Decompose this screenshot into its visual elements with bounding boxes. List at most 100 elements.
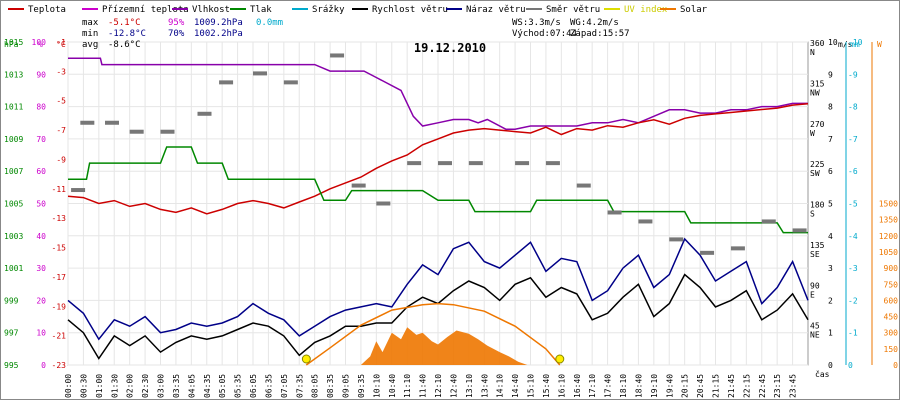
pct-tick-label: 80: [36, 103, 46, 112]
x-tick-label: 06:35: [264, 374, 273, 398]
wind-direction-mark: [253, 71, 267, 76]
x-tick-label: 15:40: [542, 374, 551, 398]
series-solar-measured: [360, 327, 528, 365]
temp-tick-label: -21: [52, 332, 67, 341]
wind-direction-mark: [71, 188, 86, 193]
wind-direction-mark: [160, 129, 175, 134]
x-tick-label: 20:15: [681, 374, 690, 398]
x-tick-label: 22:45: [758, 374, 767, 398]
w-tick-label: 450: [884, 313, 899, 322]
dir-name-tick-label: E: [810, 290, 815, 299]
wind-direction-mark: [80, 120, 95, 125]
x-tick-label: 14:40: [511, 374, 520, 398]
legend-label: Tlak: [250, 5, 272, 15]
axis-unit-pct: %: [38, 40, 43, 49]
pct-tick-label: 40: [36, 232, 46, 241]
temp-tick-label: -23: [52, 361, 67, 370]
pct-tick-label: 10: [36, 329, 46, 338]
hpa-tick-label: 1003: [4, 232, 23, 241]
series-solar-theoretical: [305, 302, 561, 366]
x-tick-label: 04:05: [187, 374, 196, 398]
mm-tick-label: -7: [848, 135, 858, 144]
sunset-marker: [555, 354, 565, 364]
wind-direction-mark: [669, 237, 684, 242]
w-tick-label: 1050: [879, 248, 898, 257]
hpa-tick-label: 1005: [4, 200, 23, 209]
mm-tick-label: -2: [848, 296, 858, 305]
wind-direction-mark: [376, 201, 391, 206]
temp-tick-label: -17: [52, 273, 67, 282]
x-tick-label: 22:15: [742, 374, 751, 398]
stat-max-press: 1009.2hPa: [194, 18, 243, 28]
legend-label: Přízemní teplota: [102, 5, 189, 15]
pct-tick-label: 50: [36, 200, 46, 209]
series-n-raz-v-tru: [67, 237, 809, 341]
wind-direction-mark: [197, 111, 212, 116]
mm-tick-label: -3: [848, 264, 858, 273]
wind-direction-mark: [105, 120, 119, 125]
mm-tick-label: -9: [848, 70, 858, 79]
x-tick-label: 11:40: [419, 374, 428, 398]
temp-tick-label: -5: [56, 97, 66, 106]
x-tick-label: 03:35: [172, 374, 181, 398]
ms-tick-label: 10: [828, 38, 838, 47]
temp-tick-label: -15: [52, 244, 67, 253]
axis-unit-time: čas: [815, 369, 830, 379]
ms-tick-label: 6: [828, 167, 833, 176]
x-tick-label: 08:05: [311, 374, 320, 398]
x-tick-label: 21:15: [712, 374, 721, 398]
wind-direction-mark: [438, 161, 452, 166]
w-tick-label: 150: [884, 345, 899, 354]
dir-name-tick-label: N: [810, 48, 815, 57]
legend-label: Náraz větru: [466, 5, 526, 15]
ms-tick-label: 4: [828, 232, 833, 241]
x-tick-label: 07:05: [280, 374, 289, 398]
dir-deg-tick-label: 180: [810, 201, 825, 210]
wind-direction-mark: [407, 161, 422, 166]
wind-direction-mark: [468, 161, 483, 166]
stat-max-hum: 95%: [168, 18, 185, 28]
x-tick-label: 05:35: [234, 374, 243, 398]
hpa-tick-label: 1009: [4, 135, 23, 144]
stat-max-label: max: [82, 18, 99, 28]
x-tick-label: 20:45: [696, 374, 705, 398]
wind-direction-mark: [792, 228, 807, 233]
series-vlhkost: [68, 57, 808, 130]
ms-tick-label: 7: [828, 135, 833, 144]
x-tick-label: 03:00: [157, 374, 166, 398]
stat-avg-temp: -8.6°C: [108, 40, 141, 50]
hpa-tick-label: 1001: [4, 264, 23, 273]
legend-label: Solar: [680, 5, 708, 15]
x-tick-label: 16:10: [557, 374, 566, 398]
dir-deg-tick-label: 270: [810, 120, 825, 129]
dir-deg-tick-label: 225: [810, 160, 825, 169]
stat-rain: 0.0mm: [256, 18, 283, 28]
w-tick-label: 900: [884, 264, 899, 273]
hpa-tick-label: 995: [4, 361, 19, 370]
x-tick-label: 09:35: [357, 374, 366, 398]
w-tick-label: 1350: [879, 216, 898, 225]
x-tick-label: 11:10: [403, 374, 412, 398]
mm-tick-label: -1: [848, 329, 858, 338]
chart-title: 19.12.2010: [414, 41, 486, 55]
dir-name-tick-label: S: [810, 210, 815, 219]
pct-tick-label: 20: [36, 296, 46, 305]
temp-tick-label: -19: [52, 302, 67, 311]
x-tick-label: 17:10: [588, 374, 597, 398]
wind-direction-mark: [351, 183, 366, 188]
x-tick-label: 05:05: [218, 374, 227, 398]
wind-direction-mark: [700, 250, 715, 255]
temp-tick-label: -1: [56, 38, 66, 47]
stat-min-hum: 70%: [168, 29, 185, 39]
ms-tick-label: 0: [828, 361, 833, 370]
dir-deg-tick-label: 45: [810, 322, 820, 331]
legend-label: Srážky: [312, 5, 345, 15]
x-tick-label: 06:05: [249, 374, 258, 398]
series-tlak: [68, 146, 808, 234]
mm-tick-label: 0: [848, 361, 853, 370]
x-tick-label: 12:10: [434, 374, 443, 398]
wind-direction-mark: [607, 210, 622, 215]
dir-name-tick-label: W: [810, 129, 815, 138]
axis-unit-hpa: hPa: [4, 40, 19, 49]
